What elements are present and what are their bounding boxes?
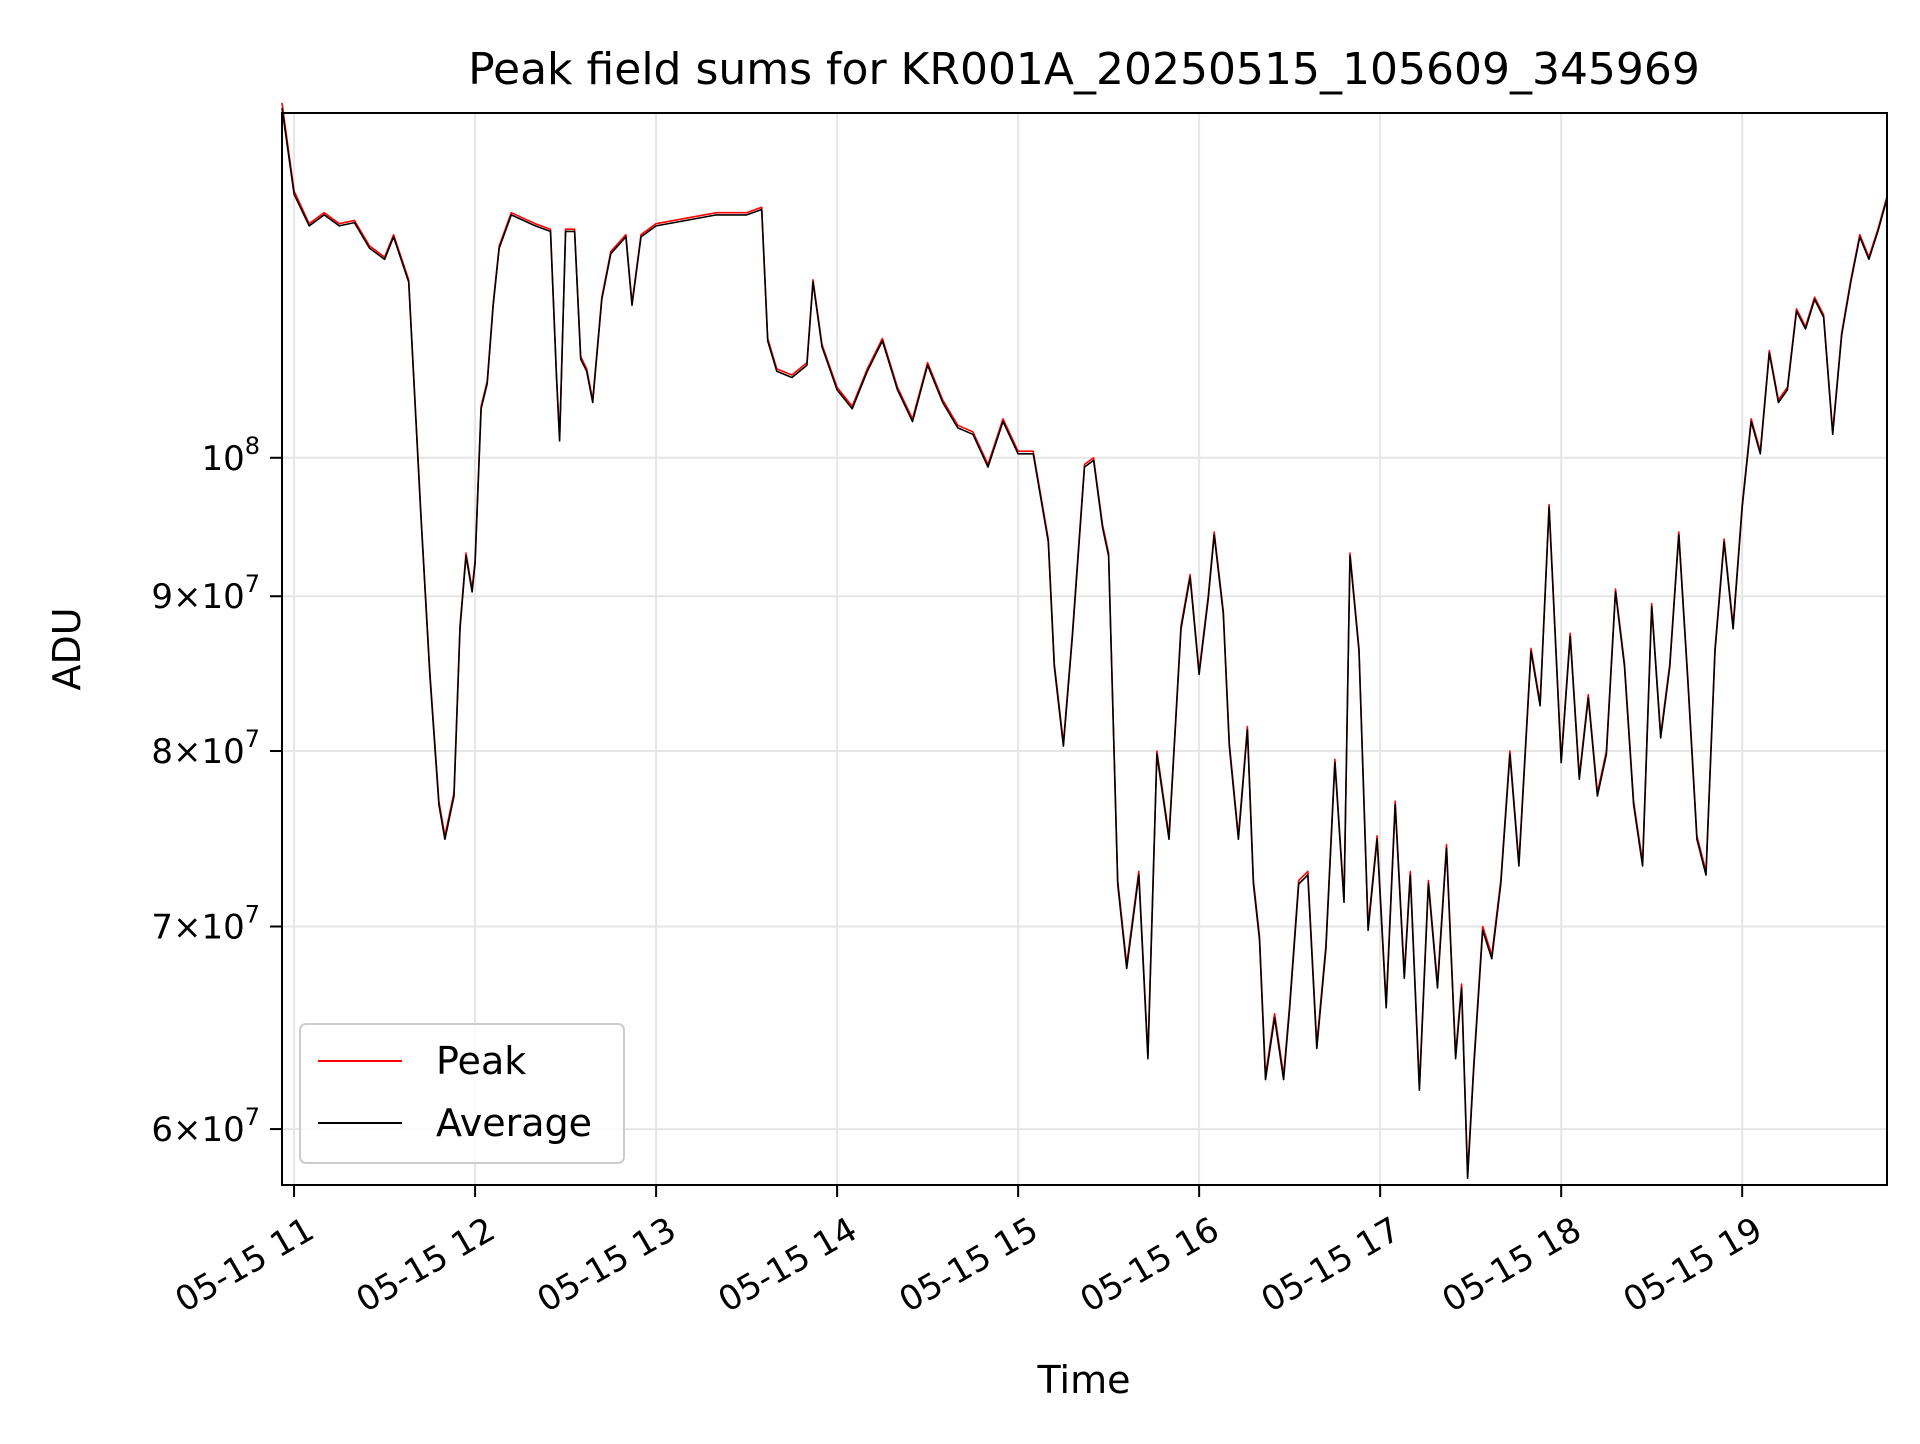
chart-legend: Peak Average [299,1023,625,1164]
series-line-average [281,107,1888,1179]
y-tick-label: 9×107 [151,570,260,617]
y-tick-label: 7×107 [151,900,260,947]
x-axis-label: Time [1037,1358,1131,1402]
y-tick-label: 8×107 [151,725,260,772]
legend-label-peak: Peak [436,1039,526,1083]
legend-label-average: Average [436,1101,592,1145]
plot-area-frame [281,112,1888,1186]
legend-box [299,1023,625,1164]
series-lines [281,102,1888,1179]
y-axis-label: ADU [45,607,89,690]
y-tick-label: 108 [201,432,260,479]
chart-title: Peak field sums for KR001A_20250515_1056… [468,44,1700,95]
grid-lines [282,113,1887,1185]
y-tick-label: 6×107 [151,1103,260,1150]
y-axis-ticks: 6×107 7×107 8×107 9×107 108 [151,432,282,1150]
